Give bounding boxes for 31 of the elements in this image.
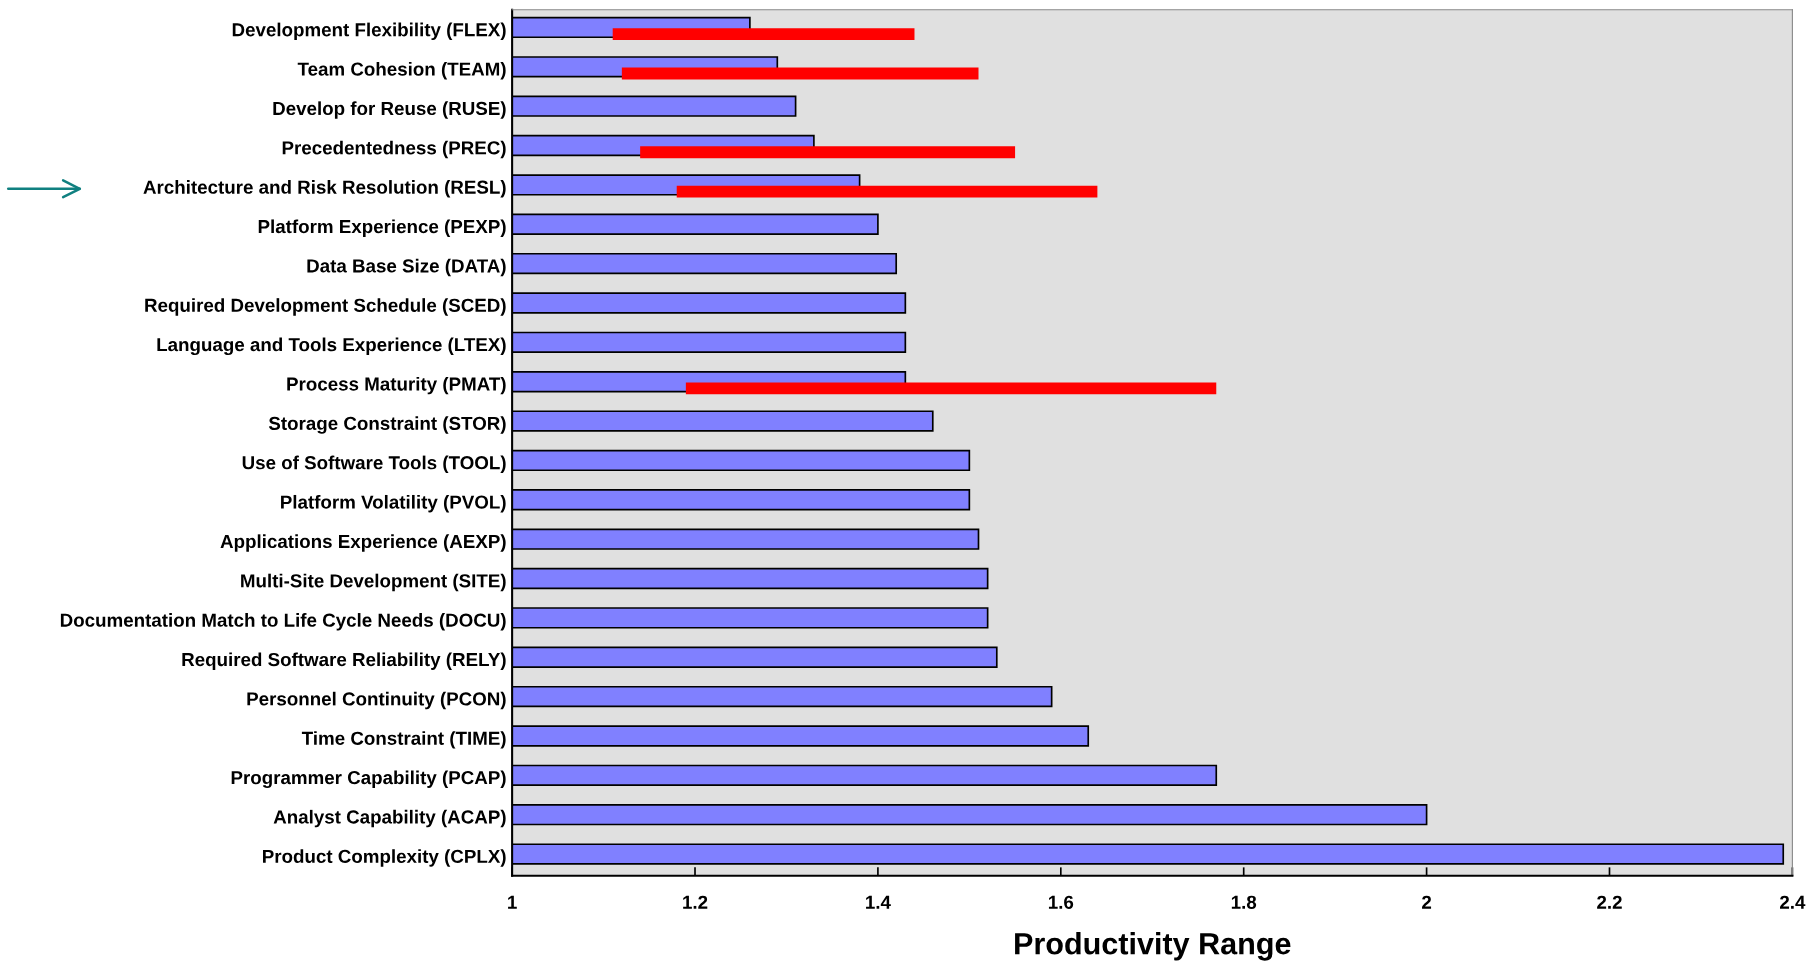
x-tick-label: 1.8 <box>1231 895 1257 909</box>
y-tick-label: Documentation Match to Life Cycle Needs (DOCU) <box>60 613 506 631</box>
y-tick-label: Multi-Site Development (SITE) <box>241 573 506 592</box>
y-tick-label: Team Cohesion (TEAM) <box>297 61 506 80</box>
y-tick-label: Applications Experience (AEXP) <box>220 534 506 552</box>
x-tick-label: 1 <box>508 895 517 909</box>
y-tick-label: Personnel Continuity (PCON) <box>247 691 506 710</box>
y-tick-label: Required Development Schedule (SCED) <box>145 298 506 316</box>
y-tick-label: Storage Constraint (STOR) <box>268 416 506 434</box>
x-axis-title: Productivity Range <box>1015 932 1291 961</box>
y-tick-label: Develop for Reuse (RUSE) <box>273 101 506 119</box>
x-tick-label: 1.6 <box>1048 895 1074 909</box>
x-tick-label: 2.2 <box>1597 895 1622 909</box>
y-tick-label: Programmer Capability (PCAP) <box>231 770 506 789</box>
y-tick-label: Time Constraint (TIME) <box>301 731 506 749</box>
x-tick-label: 1.2 <box>683 895 708 909</box>
y-tick-label: Precedentedness (PREC) <box>282 140 506 159</box>
y-tick-label: Development Flexibility (FLEX) <box>232 22 506 41</box>
y-tick-label: Analyst Capability (ACAP) <box>273 809 506 828</box>
y-tick-label: Language and Tools Experience (LTEX) <box>157 337 506 356</box>
y-tick-label: Process Maturity (PMAT) <box>287 376 506 395</box>
x-tick-label: 2.4 <box>1780 895 1806 909</box>
x-tick-label: 2 <box>1422 895 1432 909</box>
y-tick-label: Data Base Size (DATA) <box>307 258 506 277</box>
x-tick-label: 1.4 <box>866 895 891 909</box>
y-tick-label: Platform Experience (PEXP) <box>258 219 506 237</box>
y-tick-label: Product Complexity (CPLX) <box>263 849 506 867</box>
y-tick-label: Required Software Reliability (RELY) <box>182 652 506 670</box>
y-tick-label: Architecture and Risk Resolution (RESL) <box>143 180 506 198</box>
y-tick-label: Use of Software Tools (TOOL) <box>242 455 506 474</box>
y-tick-label: Platform Volatility (PVOL) <box>281 494 506 513</box>
